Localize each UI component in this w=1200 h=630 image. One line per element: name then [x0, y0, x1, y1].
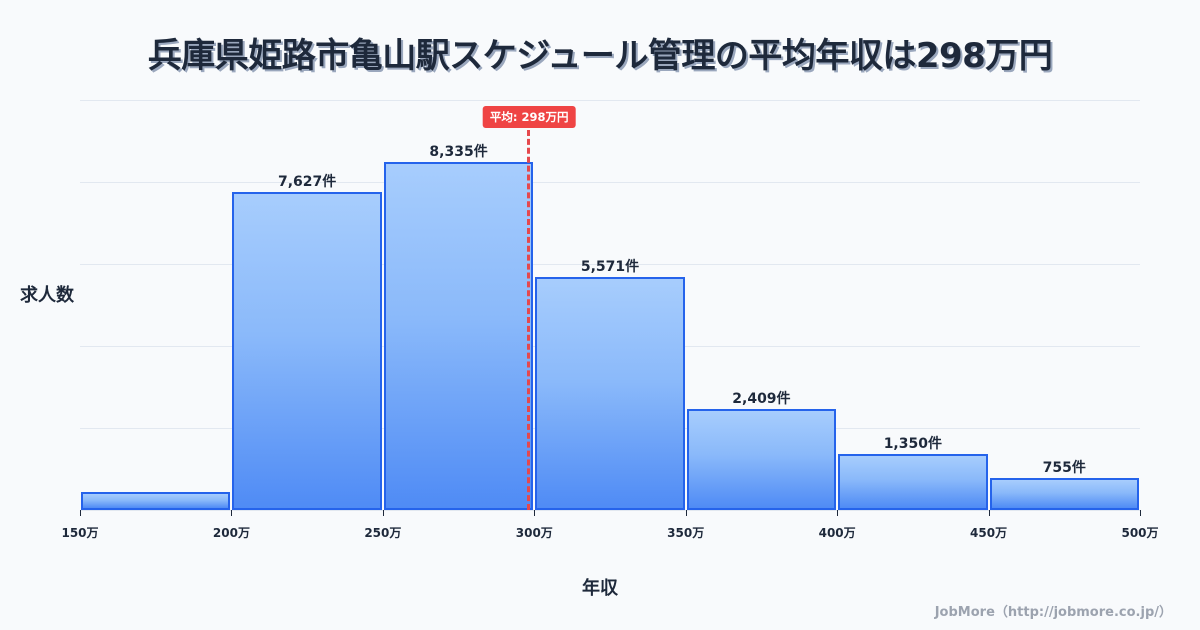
x-axis-tick-label: 350万 [667, 526, 705, 540]
x-axis-tick-label: 450万 [970, 526, 1008, 540]
histogram-bar [838, 454, 988, 510]
x-axis-tick [988, 510, 990, 516]
histogram-bar [989, 478, 1139, 510]
x-axis-line [80, 510, 1140, 511]
bar-value-label: 2,409件 [732, 391, 791, 407]
x-axis-tick-label: 150万 [61, 526, 99, 540]
y-axis-label: 求人数 [20, 285, 74, 306]
x-axis-tick-label: 400万 [818, 526, 856, 540]
mean-salary-line [527, 130, 531, 510]
bar-value-label: 7,627件 [277, 174, 337, 190]
x-axis-tick-label: 500万 [1121, 526, 1159, 540]
x-axis-tick [231, 510, 233, 516]
x-axis-tick [534, 510, 536, 516]
gridline [80, 182, 1140, 183]
x-axis-tick [685, 510, 687, 516]
histogram-bar [535, 277, 685, 510]
bar-value-label: 8,335件 [429, 144, 488, 160]
gridline [80, 100, 1140, 101]
x-axis-tick [80, 510, 81, 516]
x-axis-tick-label: 200万 [212, 526, 250, 540]
x-axis-tick-label: 300万 [515, 526, 553, 540]
x-axis-tick [382, 510, 384, 516]
x-axis-label: 年収 [582, 578, 618, 599]
histogram-bar [81, 492, 231, 510]
x-axis-tick [837, 510, 839, 516]
histogram-bar [232, 192, 382, 510]
histogram-bar [383, 162, 534, 510]
chart-title: 兵庫県姫路市亀山駅スケジュール管理の平均年収は298万円 [147, 36, 1053, 76]
gridline [80, 264, 1140, 265]
bar-value-label: 5,571件 [580, 259, 640, 275]
mean-salary-badge: 平均: 298万円 [482, 106, 576, 128]
x-axis-tick-label: 250万 [364, 526, 402, 540]
bar-value-label: 1,350件 [883, 436, 942, 452]
histogram-bar [686, 409, 837, 510]
source-credit: JobMore（http://jobmore.co.jp/） [934, 605, 1172, 620]
bar-value-label: 755件 [1042, 460, 1086, 476]
x-axis-tick [1140, 510, 1141, 516]
